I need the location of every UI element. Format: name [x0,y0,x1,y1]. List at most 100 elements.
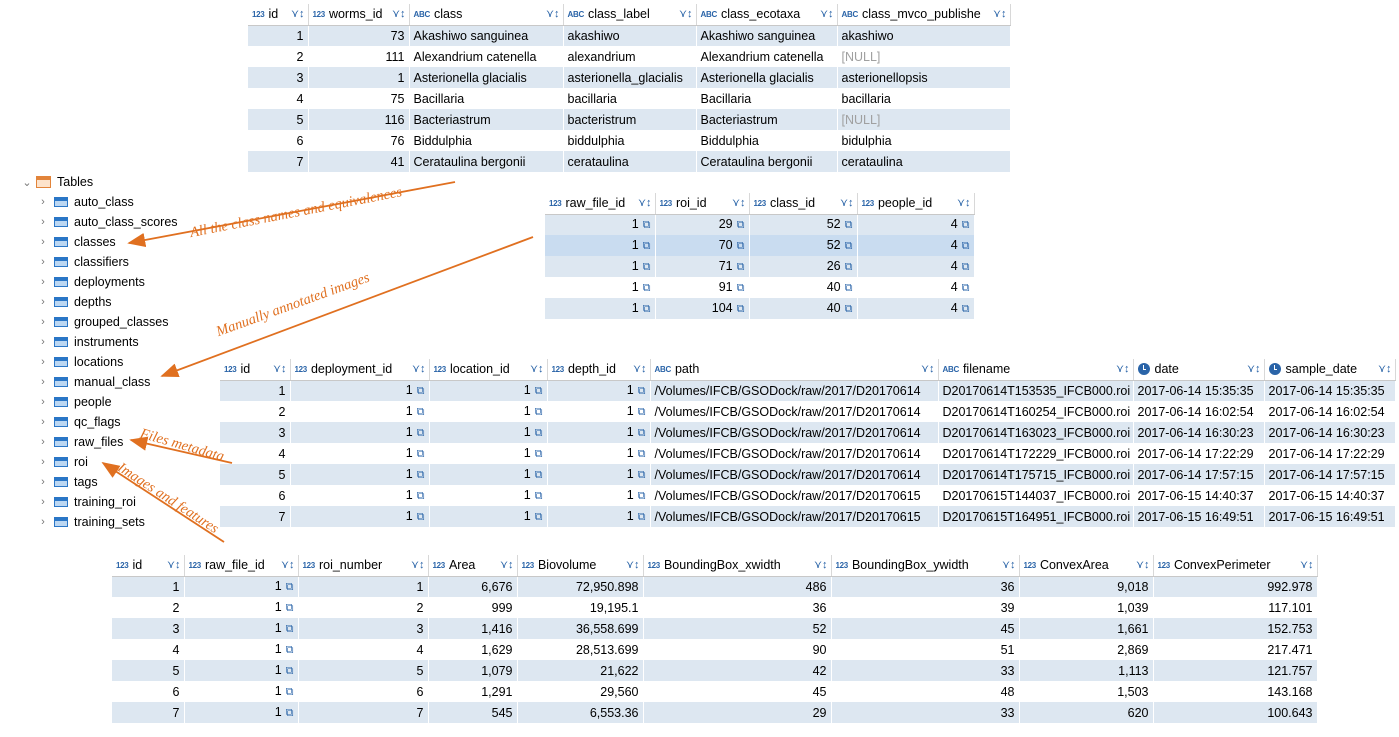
column-header-path[interactable]: ABC path ⋎↕ [650,359,939,381]
column-header-convexperimeter[interactable]: 123 ConvexPerimeter ⋎↕ [1153,555,1318,577]
cell-depth-id[interactable]: 1 ⧉ [547,401,651,422]
cell-id[interactable]: 7 [220,506,291,527]
open-link-icon[interactable]: ⧉ [637,448,646,460]
open-link-icon[interactable]: ⧉ [736,282,745,294]
nav-item-instruments[interactable]: › instruments [20,332,178,352]
cell-class-ecotaxa[interactable]: Akashiwo sanguinea [696,25,838,46]
chevron-right-icon[interactable]: › [41,376,45,388]
cell-roi-number[interactable]: 3 [298,618,429,639]
cell-area[interactable]: 999 [428,597,518,618]
table-row[interactable]: 6 1 ⧉ 6 1,291 29,560 45 48 1,503 143.168 [112,681,1318,702]
column-header-class-mvco-publishe[interactable]: ABC class_mvco_publishe ⋎↕ [837,4,1011,26]
cell-filename[interactable]: D20170614T160254_IFCB000.roi [938,401,1134,422]
cell-class-mvco-publishe[interactable]: bidulphia [837,130,1011,151]
filter-sort-icon[interactable]: ⋎↕ [632,363,647,375]
cell-class-ecotaxa[interactable]: Asterionella glacialis [696,67,838,88]
nav-item-auto-class[interactable]: › auto_class [20,192,178,212]
cell-id[interactable]: 5 [112,660,185,681]
cell-deployment-id[interactable]: 1 ⧉ [290,506,430,527]
cell-path[interactable]: /Volumes/IFCB/GSODock/raw/2017/D20170614 [650,422,939,443]
chevron-right-icon[interactable]: › [41,316,45,328]
cell-location-id[interactable]: 1 ⧉ [429,443,548,464]
open-link-icon[interactable]: ⧉ [285,665,294,677]
cell-sample-date[interactable]: 2017-06-14 16:02:54 [1264,401,1396,422]
cell-roi-id[interactable]: 71 ⧉ [655,256,750,277]
filter-sort-icon[interactable]: ⋎↕ [678,8,693,20]
cell-class-label[interactable]: cerataulina [563,151,697,172]
cell-class-mvco-publishe[interactable]: [NULL] [837,46,1011,67]
cell-worms-id[interactable]: 75 [308,88,410,109]
column-header-biovolume[interactable]: 123 Biovolume ⋎↕ [517,555,644,577]
cell-boundingbox-ywidth[interactable]: 45 [831,618,1020,639]
filter-sort-icon[interactable]: ⋎↕ [992,8,1007,20]
cell-convexarea[interactable]: 1,113 [1019,660,1154,681]
table-row[interactable]: 7 1 ⧉ 1 ⧉ 1 ⧉/Volumes/IFCB/GSODock/raw/2017/D2… [220,506,1396,527]
open-link-icon[interactable]: ⧉ [844,240,853,252]
cell-path[interactable]: /Volumes/IFCB/GSODock/raw/2017/D20170614 [650,401,939,422]
cell-raw-file-id[interactable]: 1 ⧉ [184,660,299,681]
cell-raw-file-id[interactable]: 1 ⧉ [545,256,656,277]
cell-roi-number[interactable]: 2 [298,597,429,618]
nav-item-raw-files[interactable]: › raw_files [20,432,178,452]
open-link-icon[interactable]: ⧉ [534,511,543,523]
filter-sort-icon[interactable]: ⋎↕ [956,197,971,209]
column-header-sample-date[interactable]: sample_date ⋎↕ [1264,359,1396,381]
cell-biovolume[interactable]: 36,558.699 [517,618,644,639]
cell-path[interactable]: /Volumes/IFCB/GSODock/raw/2017/D20170615 [650,485,939,506]
cell-path[interactable]: /Volumes/IFCB/GSODock/raw/2017/D20170615 [650,506,939,527]
chevron-right-icon[interactable]: › [41,356,45,368]
cell-date[interactable]: 2017-06-14 15:35:35 [1133,380,1265,401]
cell-boundingbox-xwidth[interactable]: 486 [643,576,832,597]
table-row[interactable]: 1 ⧉ 29 ⧉ 52 ⧉ 4 ⧉ [545,214,975,235]
column-header-convexarea[interactable]: 123 ConvexArea ⋎↕ [1019,555,1154,577]
cell-area[interactable]: 6,676 [428,576,518,597]
chevron-right-icon[interactable]: › [41,396,45,408]
cell-area[interactable]: 1,416 [428,618,518,639]
cell-filename[interactable]: D20170615T164951_IFCB000.roi [938,506,1134,527]
cell-raw-file-id[interactable]: 1 ⧉ [184,702,299,723]
table-row[interactable]: 4 1 ⧉ 1 ⧉ 1 ⧉/Volumes/IFCB/GSODock/raw/2017/D2… [220,443,1396,464]
cell-class-mvco-publishe[interactable]: akashiwo [837,25,1011,46]
table-row[interactable]: 5 1 ⧉ 1 ⧉ 1 ⧉/Volumes/IFCB/GSODock/raw/2017/D2… [220,464,1396,485]
cell-boundingbox-xwidth[interactable]: 42 [643,660,832,681]
cell-location-id[interactable]: 1 ⧉ [429,380,548,401]
open-link-icon[interactable]: ⧉ [736,219,745,232]
filter-sort-icon[interactable]: ⋎↕ [1377,363,1392,375]
cell-date[interactable]: 2017-06-14 17:22:29 [1133,443,1265,464]
filter-sort-icon[interactable]: ⋎↕ [731,197,746,209]
filter-sort-icon[interactable]: ⋎↕ [920,363,935,375]
open-link-icon[interactable]: ⧉ [285,686,294,698]
nav-item-people[interactable]: › people [20,392,178,412]
cell-id[interactable]: 7 [248,151,309,172]
cell-raw-file-id[interactable]: 1 ⧉ [184,618,299,639]
cell-people-id[interactable]: 4 ⧉ [857,298,975,319]
cell-class-ecotaxa[interactable]: Alexandrium catenella [696,46,838,67]
table-row[interactable]: 7 41 Cerataulina bergonii cerataulina Cerata… [248,151,1011,172]
cell-class-id[interactable]: 26 ⧉ [749,256,858,277]
open-link-icon[interactable]: ⧉ [534,469,543,481]
cell-convexperimeter[interactable]: 100.643 [1153,702,1318,723]
chevron-right-icon[interactable]: › [41,496,45,508]
cell-class-mvco-publishe[interactable]: [NULL] [837,109,1011,130]
chevron-right-icon[interactable]: › [41,416,45,428]
table-row[interactable]: 2 111 Alexandrium catenella alexandrium Alex… [248,46,1011,67]
cell-biovolume[interactable]: 28,513.699 [517,639,644,660]
table-row[interactable]: 5 116 Bacteriastrum bacteristrum Bacteriastr… [248,109,1011,130]
open-link-icon[interactable]: ⧉ [961,282,970,294]
cell-class-id[interactable]: 52 ⧉ [749,214,858,235]
open-link-icon[interactable]: ⧉ [285,602,294,614]
filter-sort-icon[interactable]: ⋎↕ [637,197,652,209]
chevron-right-icon[interactable]: › [41,516,45,528]
nav-item-classes[interactable]: › classes [20,232,178,252]
cell-worms-id[interactable]: 116 [308,109,410,130]
open-link-icon[interactable]: ⧉ [642,282,651,294]
open-link-icon[interactable]: ⧉ [416,469,425,481]
table-row[interactable]: 3 1 Asterionella glacialis asterionella_gla… [248,67,1011,88]
cell-biovolume[interactable]: 19,195.1 [517,597,644,618]
open-link-icon[interactable]: ⧉ [844,282,853,294]
cell-class-id[interactable]: 52 ⧉ [749,235,858,256]
open-link-icon[interactable]: ⧉ [637,490,646,502]
cell-biovolume[interactable]: 6,553.36 [517,702,644,723]
cell-id[interactable]: 4 [112,639,185,660]
open-link-icon[interactable]: ⧉ [637,511,646,523]
